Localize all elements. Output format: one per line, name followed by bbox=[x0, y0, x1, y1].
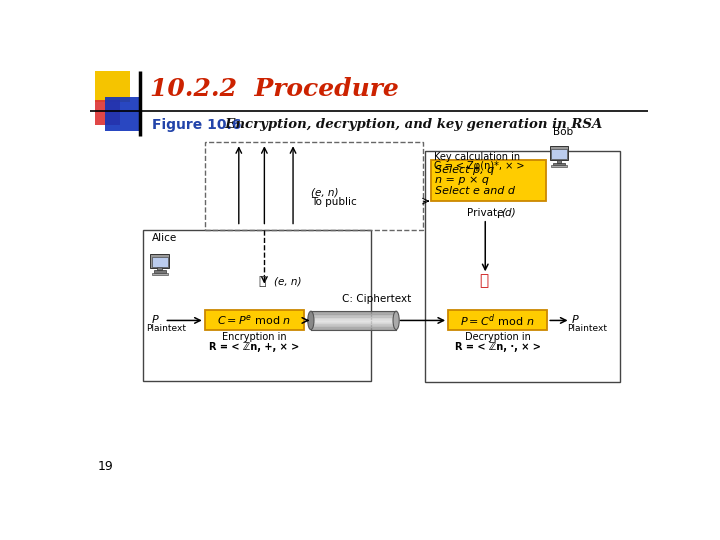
FancyBboxPatch shape bbox=[204, 310, 304, 330]
Text: ⚿: ⚿ bbox=[479, 273, 488, 288]
Text: P: P bbox=[152, 315, 158, 325]
Text: G = < Zφ(n)*, × >: G = < Zφ(n)*, × > bbox=[434, 161, 525, 171]
Text: Private: Private bbox=[467, 208, 503, 218]
Text: R = < ℤn, ·, × >: R = < ℤn, ·, × > bbox=[455, 342, 541, 352]
Text: 10.2.2  Procedure: 10.2.2 Procedure bbox=[150, 77, 399, 102]
Bar bbox=[104, 97, 139, 131]
Bar bbox=[557, 159, 561, 163]
FancyBboxPatch shape bbox=[425, 151, 620, 382]
Text: Key calculation in: Key calculation in bbox=[434, 152, 521, 162]
Text: Encryption, decryption, and key generation in RSA: Encryption, decryption, and key generati… bbox=[216, 118, 603, 131]
Text: (e, n): (e, n) bbox=[311, 188, 338, 198]
Text: ⚿: ⚿ bbox=[258, 275, 266, 288]
Text: n = p × q: n = p × q bbox=[435, 176, 489, 185]
FancyBboxPatch shape bbox=[549, 146, 568, 160]
Text: Alice: Alice bbox=[152, 233, 177, 244]
Bar bbox=[96, 71, 130, 102]
Text: R = < ℤn, +, × >: R = < ℤn, +, × > bbox=[210, 342, 300, 352]
Text: P: P bbox=[572, 315, 579, 325]
Bar bbox=[553, 163, 565, 165]
Text: Plaintext: Plaintext bbox=[567, 325, 607, 333]
Ellipse shape bbox=[307, 311, 314, 330]
FancyBboxPatch shape bbox=[448, 310, 547, 330]
Text: Plaintext: Plaintext bbox=[147, 325, 186, 333]
Text: C: Ciphertext: C: Ciphertext bbox=[342, 294, 411, 304]
Text: Select e and d: Select e and d bbox=[435, 186, 515, 196]
FancyBboxPatch shape bbox=[150, 254, 169, 268]
Text: Figure 10.6: Figure 10.6 bbox=[152, 118, 241, 132]
Text: Decryption in: Decryption in bbox=[464, 333, 531, 342]
Text: (e, n): (e, n) bbox=[274, 277, 301, 287]
Text: $P = C^d\ \mathrm{mod}\ n$: $P = C^d\ \mathrm{mod}\ n$ bbox=[461, 312, 535, 329]
Text: Select p, q: Select p, q bbox=[435, 165, 494, 176]
FancyBboxPatch shape bbox=[152, 256, 168, 267]
Text: (d): (d) bbox=[500, 208, 516, 218]
Text: To public: To public bbox=[311, 197, 356, 207]
FancyBboxPatch shape bbox=[551, 148, 567, 159]
Bar bbox=[152, 273, 168, 275]
Bar bbox=[551, 165, 567, 167]
Bar bbox=[96, 100, 120, 125]
Text: Encryption in: Encryption in bbox=[222, 333, 287, 342]
Bar bbox=[153, 271, 166, 273]
Bar bbox=[158, 267, 162, 271]
Text: Bob: Bob bbox=[554, 127, 574, 137]
FancyBboxPatch shape bbox=[431, 160, 546, 201]
Text: 19: 19 bbox=[98, 460, 114, 473]
FancyBboxPatch shape bbox=[143, 231, 372, 381]
Ellipse shape bbox=[393, 311, 399, 330]
Text: $C = P^e\ \mathrm{mod}\ n$: $C = P^e\ \mathrm{mod}\ n$ bbox=[217, 313, 292, 327]
